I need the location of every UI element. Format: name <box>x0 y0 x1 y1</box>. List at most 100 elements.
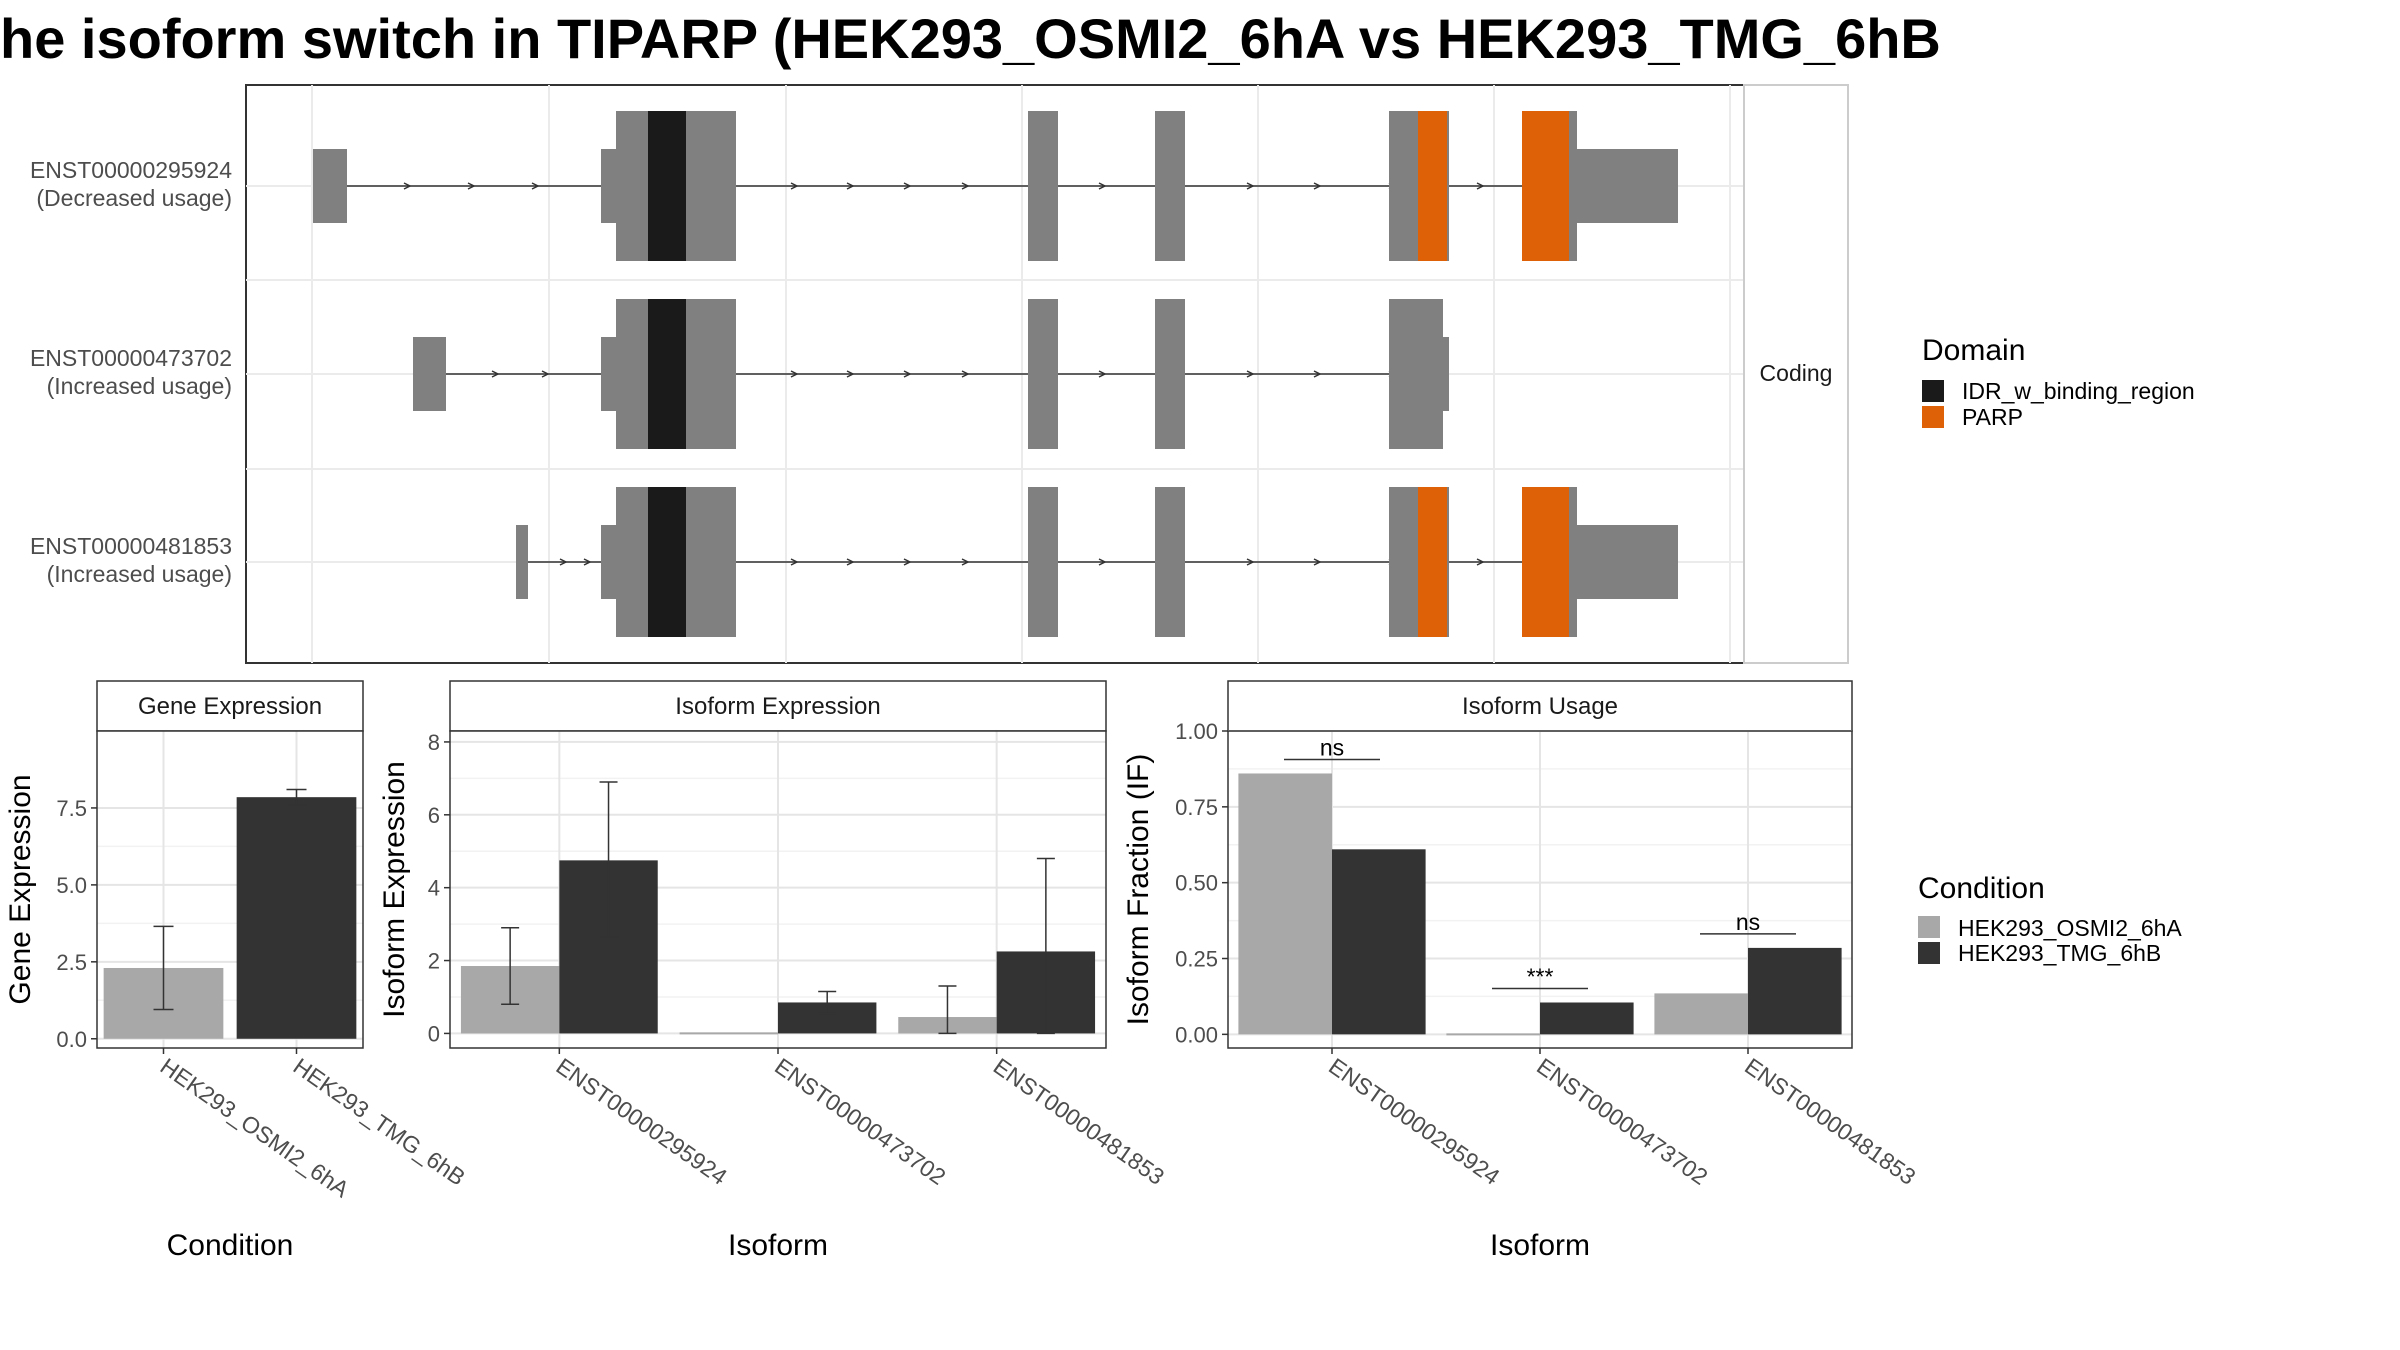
last-exon-utr <box>1443 337 1449 411</box>
exon-utr <box>601 337 616 411</box>
transcript-track-ENST00000295924 <box>313 111 1678 261</box>
intron-direction-arrow <box>1476 182 1485 190</box>
y-axis-title: Isoform Fraction (IF) <box>1122 754 1155 1026</box>
legend-key-HEK293_TMG_6hB <box>1918 942 1940 964</box>
intron-direction-arrow <box>790 370 799 378</box>
intron-direction-arrow <box>961 370 970 378</box>
transcript-id-label: ENST00000473702 <box>30 345 232 371</box>
exon-coding <box>1155 299 1185 449</box>
intron-direction-arrow <box>1246 558 1255 566</box>
domain-IDR_w_binding_region <box>648 299 686 449</box>
intron-direction-arrow <box>1098 182 1107 190</box>
intron-direction-arrow <box>559 558 568 566</box>
exon-utr <box>601 149 616 223</box>
y-tick-label: 4 <box>428 876 440 901</box>
exon-coding <box>1155 111 1185 261</box>
last-exon-utr <box>1577 525 1678 599</box>
first-exon-utr <box>413 337 446 411</box>
y-tick-label: 8 <box>428 730 440 755</box>
y-tick-label: 0 <box>428 1021 440 1046</box>
intron-direction-arrow <box>1098 370 1107 378</box>
legend-key-IDR_w_binding_region <box>1922 380 1944 402</box>
intron-direction-arrow <box>583 558 592 566</box>
x-axis-title: Condition <box>167 1229 294 1262</box>
y-tick-label: 6 <box>428 803 440 828</box>
x-tick-label: ENST00000295924 <box>1324 1053 1505 1190</box>
intron-direction-arrow <box>903 558 912 566</box>
legend-label-HEK293_OSMI2_6hA: HEK293_OSMI2_6hA <box>1958 915 2182 941</box>
last-exon-utr <box>1577 149 1678 223</box>
x-axis-title: Isoform <box>728 1229 828 1262</box>
significance-label: *** <box>1527 963 1554 989</box>
intron-direction-arrow <box>790 182 799 190</box>
x-tick-label: ENST00000295924 <box>551 1053 732 1190</box>
y-tick-label: 0.50 <box>1175 871 1218 896</box>
transcript-id-label: ENST00000295924 <box>30 157 232 183</box>
transcript-id-label: ENST00000481853 <box>30 533 232 559</box>
exon-coding <box>1028 111 1058 261</box>
bar <box>1238 773 1332 1035</box>
bar <box>1748 947 1842 1035</box>
transcript-track-ENST00000481853 <box>516 487 1678 637</box>
intron-direction-arrow <box>961 182 970 190</box>
bar <box>1332 849 1426 1035</box>
panel-title: Isoform Usage <box>1462 693 1618 720</box>
exon-coding <box>1569 111 1577 261</box>
transcript-usage-label: (Decreased usage) <box>36 185 232 211</box>
intron-direction-arrow <box>903 182 912 190</box>
significance-label: ns <box>1736 909 1760 935</box>
legend-label-PARP: PARP <box>1962 404 2023 430</box>
bar <box>1654 993 1748 1035</box>
domain-PARP <box>1522 487 1570 637</box>
first-exon-utr <box>313 149 347 223</box>
x-tick-label: ENST00000473702 <box>770 1053 950 1190</box>
exon-coding <box>1155 487 1185 637</box>
transcript-track-ENST00000473702 <box>413 299 1449 449</box>
exon-coding <box>1028 487 1058 637</box>
intron-direction-arrow <box>846 370 855 378</box>
intron-direction-arrow <box>467 182 476 190</box>
y-axis-title: Gene Expression <box>4 774 37 1004</box>
panel-border <box>96 730 364 1049</box>
panel-title: Gene Expression <box>138 693 322 720</box>
intron-direction-arrow <box>1246 370 1255 378</box>
panel-strip <box>449 680 1107 732</box>
y-tick-label: 0.25 <box>1175 947 1218 972</box>
y-tick-label: 0.75 <box>1175 795 1218 820</box>
bar <box>236 797 357 1039</box>
domain-PARP <box>1418 111 1447 261</box>
panel-title: Isoform Expression <box>675 693 880 720</box>
plot-title: he isoform switch in TIPARP (HEK293_OSMI… <box>0 7 1941 70</box>
y-tick-label: 0.0 <box>56 1027 87 1052</box>
y-tick-label: 2 <box>428 949 440 974</box>
intron-direction-arrow <box>1313 182 1322 190</box>
intron-direction-arrow <box>541 370 550 378</box>
y-axis-title: Isoform Expression <box>378 761 411 1018</box>
intron-direction-arrow <box>1098 558 1107 566</box>
domain-PARP <box>1522 111 1570 261</box>
x-tick-label: ENST00000481853 <box>1740 1053 1920 1190</box>
significance-label: ns <box>1320 734 1344 760</box>
y-tick-label: 7.5 <box>56 796 87 821</box>
first-exon-utr <box>516 525 528 599</box>
y-tick-label: 2.5 <box>56 950 87 975</box>
intron-direction-arrow <box>491 370 500 378</box>
y-tick-label: 5.0 <box>56 873 87 898</box>
x-tick-label: ENST00000481853 <box>989 1053 1169 1190</box>
intron-direction-arrow <box>1313 370 1322 378</box>
bar <box>1540 1002 1634 1035</box>
intron-direction-arrow <box>903 370 912 378</box>
transcript-usage-label: (Increased usage) <box>47 373 232 399</box>
intron-direction-arrow <box>531 182 540 190</box>
y-tick-label: 0.00 <box>1175 1022 1218 1047</box>
condition-legend-title: Condition <box>1918 872 2045 905</box>
exon-coding <box>1389 299 1443 449</box>
intron-direction-arrow <box>790 558 799 566</box>
legend-key-HEK293_OSMI2_6hA <box>1918 916 1940 938</box>
legend-label-IDR_w_binding_region: IDR_w_binding_region <box>1962 378 2195 404</box>
exon-coding <box>1028 299 1058 449</box>
x-axis-title: Isoform <box>1490 1229 1590 1262</box>
domain-legend: Domain IDR_w_binding_region PARP <box>1922 334 2195 430</box>
intron-direction-arrow <box>1476 558 1485 566</box>
